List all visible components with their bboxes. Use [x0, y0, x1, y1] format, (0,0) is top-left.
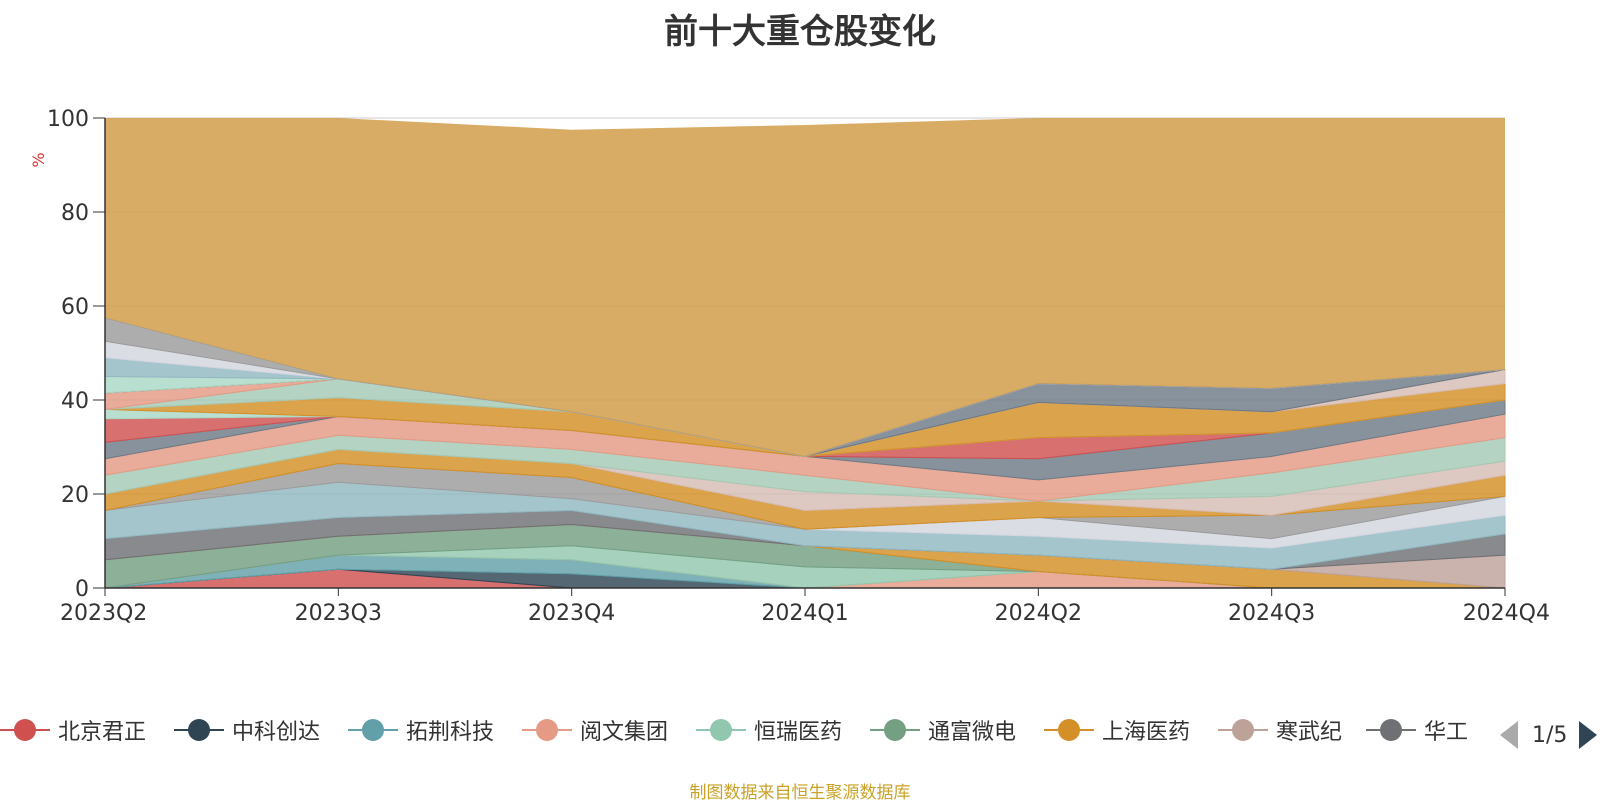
legend-swatch-icon: [1218, 718, 1268, 742]
legend-swatch-icon: [870, 718, 920, 742]
legend-swatch-icon: [348, 718, 398, 742]
x-tick-label-2023Q4: 2023Q4: [528, 601, 615, 626]
axis-layer: 0 20 40 60 80 100 2023Q2 2023Q3 2023Q4 2024Q1 2024…: [47, 107, 1550, 626]
y-tick-label-40: 40: [61, 389, 89, 414]
area-layer: [104, 118, 1506, 589]
legend-swatch-icon: [1044, 718, 1094, 742]
x-tick-label-2023Q3: 2023Q3: [295, 601, 382, 626]
legend-item-上海医药[interactable]: 上海医药: [1044, 710, 1190, 750]
legend-label: 寒武纪: [1276, 720, 1343, 745]
legend-item-通富微电[interactable]: 通富微电: [870, 710, 1016, 750]
data-source-note: 制图数据来自恒生聚源数据库: [689, 783, 911, 803]
y-tick-label-20: 20: [61, 483, 89, 508]
legend-label: 恒瑞医药: [754, 720, 843, 745]
series-area-other: [105, 118, 1505, 457]
y-axis-label: %: [29, 152, 48, 167]
legend-page-indicator: 1/5: [1532, 722, 1568, 748]
legend-next-button[interactable]: [1579, 721, 1598, 749]
legend-item-中科创达[interactable]: 中科创达: [174, 710, 320, 750]
x-tick-label-2024Q4: 2024Q4: [1463, 601, 1550, 626]
x-tick-label-2024Q3: 2024Q3: [1228, 601, 1315, 626]
legend-item-阅文集团[interactable]: 阅文集团: [522, 710, 668, 750]
legend-swatch-icon: [696, 718, 746, 742]
x-tick-label-2024Q2: 2024Q2: [995, 601, 1082, 626]
legend-swatch-icon: [0, 718, 50, 742]
legend-label: 通富微电: [928, 720, 1017, 745]
legend-label: 北京君正: [58, 720, 147, 745]
chart-title: 前十大重仓股变化: [664, 12, 936, 52]
legend-item-寒武纪[interactable]: 寒武纪: [1218, 710, 1342, 750]
y-tick-label-60: 60: [61, 295, 89, 320]
legend-label: 上海医药: [1102, 720, 1191, 745]
legend-swatch-icon: [1366, 718, 1416, 742]
legend-item-拓荆科技[interactable]: 拓荆科技: [348, 710, 494, 750]
legend-swatch-icon: [522, 718, 572, 742]
legend-label: 中科创达: [232, 720, 321, 745]
legend-pager: 1/5: [1500, 718, 1598, 752]
legend-label: 阅文集团: [580, 720, 669, 745]
legend-label: 拓荆科技: [406, 720, 495, 745]
x-tick-label-2023Q2: 2023Q2: [60, 601, 147, 626]
legend-item-华工科技[interactable]: 华工: [1366, 710, 1468, 750]
y-tick-label-100: 100: [47, 107, 89, 132]
legend-swatch-icon: [174, 718, 224, 742]
legend-item-恒瑞医药[interactable]: 恒瑞医药: [696, 710, 842, 750]
legend-item-北京君正[interactable]: 北京君正: [0, 710, 146, 750]
y-tick-label-80: 80: [61, 201, 89, 226]
legend: 北京君正 中科创达 拓荆科技 阅文集团 恒瑞医药 通富微电 上海医药 寒武纪 华工: [0, 710, 1480, 750]
legend-prev-button[interactable]: [1500, 721, 1518, 749]
legend-label: 华工: [1424, 720, 1469, 745]
y-tick-label-0: 0: [75, 577, 89, 602]
x-tick-label-2024Q1: 2024Q1: [761, 601, 848, 626]
